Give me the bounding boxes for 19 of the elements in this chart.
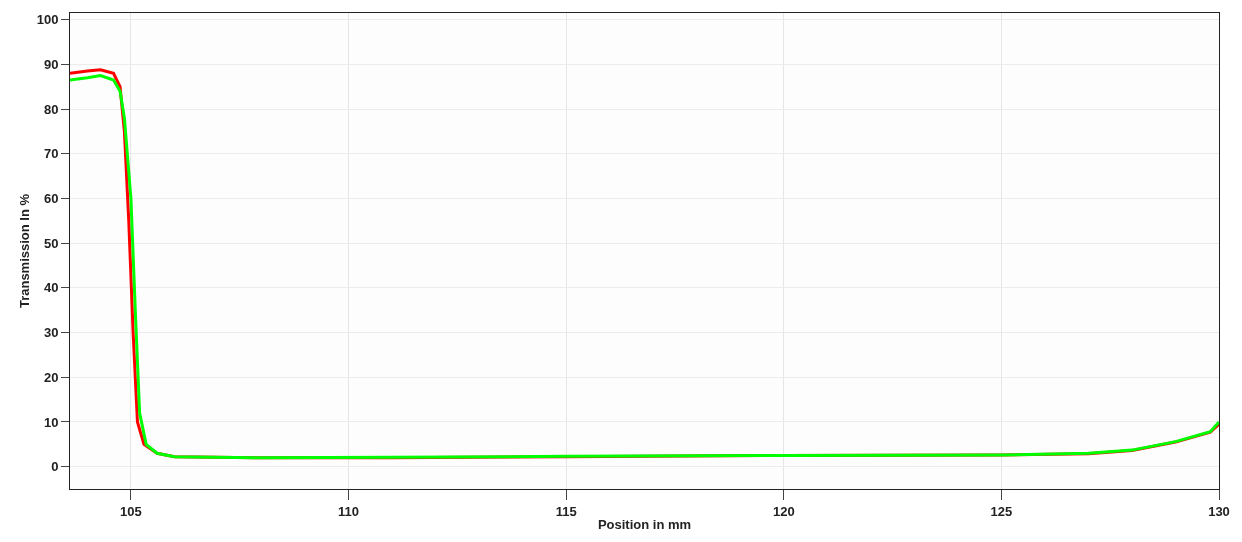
y-tick-label: 50 [43, 235, 59, 251]
x-tick-label: 130 [1208, 503, 1230, 519]
x-tick-label: 120 [772, 503, 795, 519]
y-tick-label: 0 [51, 459, 59, 475]
y-tick-label: 10 [43, 414, 59, 430]
y-tick-label: 90 [43, 56, 59, 72]
x-tick-label: 125 [990, 503, 1013, 519]
y-tick-label: 100 [36, 12, 59, 28]
y-axis-title: Transmission In % [16, 193, 32, 309]
y-tick-label: 40 [43, 280, 59, 296]
x-tick-label: 105 [120, 503, 142, 519]
x-tick-label: 110 [338, 503, 360, 519]
y-tick-label: 30 [43, 325, 59, 341]
y-tick-label: 60 [43, 191, 59, 207]
y-tick-label: 20 [43, 369, 59, 385]
y-tick-label: 70 [43, 146, 59, 162]
y-tick-label: 80 [43, 101, 59, 117]
x-tick-label: 115 [555, 503, 577, 519]
x-axis-title: Position in mm [597, 517, 692, 533]
